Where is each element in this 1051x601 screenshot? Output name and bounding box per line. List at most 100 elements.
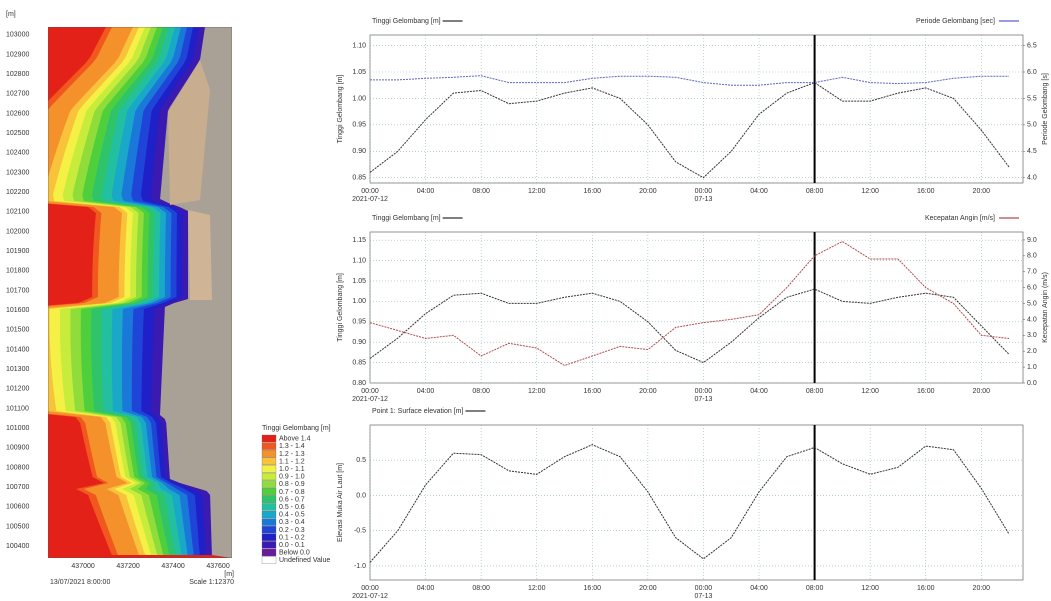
y2-axis-title: Kecepatan Angin (m/s) bbox=[1042, 272, 1049, 343]
legend-label: 0.2 - 0.3 bbox=[279, 527, 305, 534]
x-tick-label: 08:00 bbox=[806, 388, 824, 395]
x-tick-label: 16:00 bbox=[584, 585, 602, 592]
legend-swatch bbox=[262, 534, 276, 541]
x-tick-label: 20:00 bbox=[639, 188, 657, 195]
x-tick-label: 00:00 bbox=[361, 188, 379, 195]
x-tick-label: 12:00 bbox=[528, 388, 546, 395]
y-tick-label: 1.05 bbox=[352, 69, 366, 76]
plot-area bbox=[370, 232, 1023, 383]
y-tick-label: 0.0 bbox=[356, 492, 366, 499]
map-y-tick-label: 101600 bbox=[6, 307, 29, 314]
y-tick-label: 0.90 bbox=[352, 339, 366, 346]
x-tick-label: 08:00 bbox=[472, 188, 490, 195]
legend-label: Below 0.0 bbox=[279, 550, 310, 557]
x-tick-label: 08:00 bbox=[806, 188, 824, 195]
x-tick-label: 04:00 bbox=[417, 388, 435, 395]
map-y-tick-label: 101900 bbox=[6, 248, 29, 255]
charts: 0.850.900.951.001.051.104.04.55.05.56.06… bbox=[337, 18, 1049, 600]
x-tick-label: 20:00 bbox=[973, 585, 991, 592]
plot-area bbox=[370, 425, 1023, 580]
map-y-tick-label: 102800 bbox=[6, 71, 29, 78]
legend-swatch bbox=[262, 488, 276, 495]
y2-tick-label: 7.0 bbox=[1027, 269, 1037, 276]
y-tick-label: 1.15 bbox=[352, 237, 366, 244]
map-y-tick-label: 101300 bbox=[6, 366, 29, 373]
y-axis-title: Tinggi Gelombang [m] bbox=[337, 273, 344, 342]
legend-label: 0.4 - 0.5 bbox=[279, 512, 305, 519]
x-tick-label: 12:00 bbox=[861, 188, 879, 195]
legend-label: Above 1.4 bbox=[279, 436, 311, 443]
y-axis-title: Tinggi Gelombang [m] bbox=[337, 75, 344, 144]
map-scale: Scale 1:12370 bbox=[189, 579, 234, 586]
map-y-tick-label: 101100 bbox=[6, 405, 29, 412]
x-tick-label: 20:00 bbox=[973, 388, 991, 395]
legend-label: 0.7 - 0.8 bbox=[279, 489, 305, 496]
map-y-tick-label: 101400 bbox=[6, 346, 29, 353]
y2-tick-label: 5.0 bbox=[1027, 300, 1037, 307]
map-x-tick-label: 437600 bbox=[206, 563, 229, 570]
y2-tick-label: 2.0 bbox=[1027, 348, 1037, 355]
page: 1030001029001028001027001026001025001024… bbox=[0, 0, 1051, 601]
legend-swatch bbox=[262, 496, 276, 503]
x-tick-label: 00:00 bbox=[695, 388, 713, 395]
y-tick-label: 1.10 bbox=[352, 257, 366, 264]
y-tick-label: 0.95 bbox=[352, 319, 366, 326]
legend-label: Undefined Value bbox=[279, 557, 330, 564]
y-tick-label: 0.85 bbox=[352, 359, 366, 366]
map-y-tick-label: 100600 bbox=[6, 504, 29, 511]
x-date-label: 2021-07-12 bbox=[352, 196, 388, 203]
map-y-tick-label: 102600 bbox=[6, 110, 29, 117]
legend-label: 0.0 - 0.1 bbox=[279, 542, 305, 549]
y-tick-label: 1.10 bbox=[352, 42, 366, 49]
legend-swatch bbox=[262, 519, 276, 526]
map-y-tick-label: 102900 bbox=[6, 51, 29, 58]
map-y-tick-label: 100800 bbox=[6, 464, 29, 471]
y2-tick-label: 0.0 bbox=[1027, 380, 1037, 387]
x-tick-label: 16:00 bbox=[917, 188, 935, 195]
map-x-tick-label: 437000 bbox=[71, 563, 94, 570]
x-date-label: 07-13 bbox=[694, 593, 712, 600]
legend-swatch bbox=[262, 443, 276, 450]
legend-swatch bbox=[262, 511, 276, 518]
x-tick-label: 12:00 bbox=[528, 188, 546, 195]
legend-label: 0.5 - 0.6 bbox=[279, 504, 305, 511]
legend-label: Point 1: Surface elevation [m] bbox=[372, 408, 463, 415]
map-y-tick-label: 100500 bbox=[6, 523, 29, 530]
legend-swatch bbox=[262, 473, 276, 480]
legend-label: 1.2 - 1.3 bbox=[279, 451, 305, 458]
map-y-tick-label: 100900 bbox=[6, 445, 29, 452]
map-y-tick-label: 102300 bbox=[6, 169, 29, 176]
x-tick-label: 04:00 bbox=[750, 388, 768, 395]
legend-swatch bbox=[262, 465, 276, 472]
legend-swatch bbox=[262, 503, 276, 510]
x-tick-label: 00:00 bbox=[695, 188, 713, 195]
legend-label: Periode Gelombang [sec] bbox=[916, 18, 995, 25]
legend-label: 1.0 - 1.1 bbox=[279, 466, 305, 473]
x-tick-label: 12:00 bbox=[861, 388, 879, 395]
x-tick-label: 20:00 bbox=[639, 585, 657, 592]
map-x-tick-label: 437400 bbox=[161, 563, 184, 570]
y2-tick-label: 9.0 bbox=[1027, 237, 1037, 244]
legend-label: Tinggi Gelombang [m] bbox=[372, 18, 441, 25]
x-tick-label: 08:00 bbox=[472, 388, 490, 395]
y-tick-label: 1.00 bbox=[352, 95, 366, 102]
y-tick-label: 0.80 bbox=[352, 380, 366, 387]
x-tick-label: 16:00 bbox=[584, 388, 602, 395]
x-tick-label: 16:00 bbox=[917, 585, 935, 592]
x-tick-label: 20:00 bbox=[973, 188, 991, 195]
legend-label: 0.3 - 0.4 bbox=[279, 519, 305, 526]
y2-tick-label: 5.0 bbox=[1027, 122, 1037, 129]
map-y-tick-label: 100400 bbox=[6, 543, 29, 550]
map-y-tick-label: 102100 bbox=[6, 209, 29, 216]
legend-swatch bbox=[262, 458, 276, 465]
map-y-tick-label: 101200 bbox=[6, 386, 29, 393]
legend-label: 0.9 - 1.0 bbox=[279, 474, 305, 481]
map-y-tick-label: 100700 bbox=[6, 484, 29, 491]
y2-tick-label: 4.5 bbox=[1027, 148, 1037, 155]
map-y-tick-label: 103000 bbox=[6, 32, 29, 39]
x-tick-label: 16:00 bbox=[584, 188, 602, 195]
legend-swatch bbox=[262, 557, 276, 564]
y2-tick-label: 5.5 bbox=[1027, 95, 1037, 102]
map-y-tick-label: 101500 bbox=[6, 327, 29, 334]
x-tick-label: 00:00 bbox=[361, 388, 379, 395]
